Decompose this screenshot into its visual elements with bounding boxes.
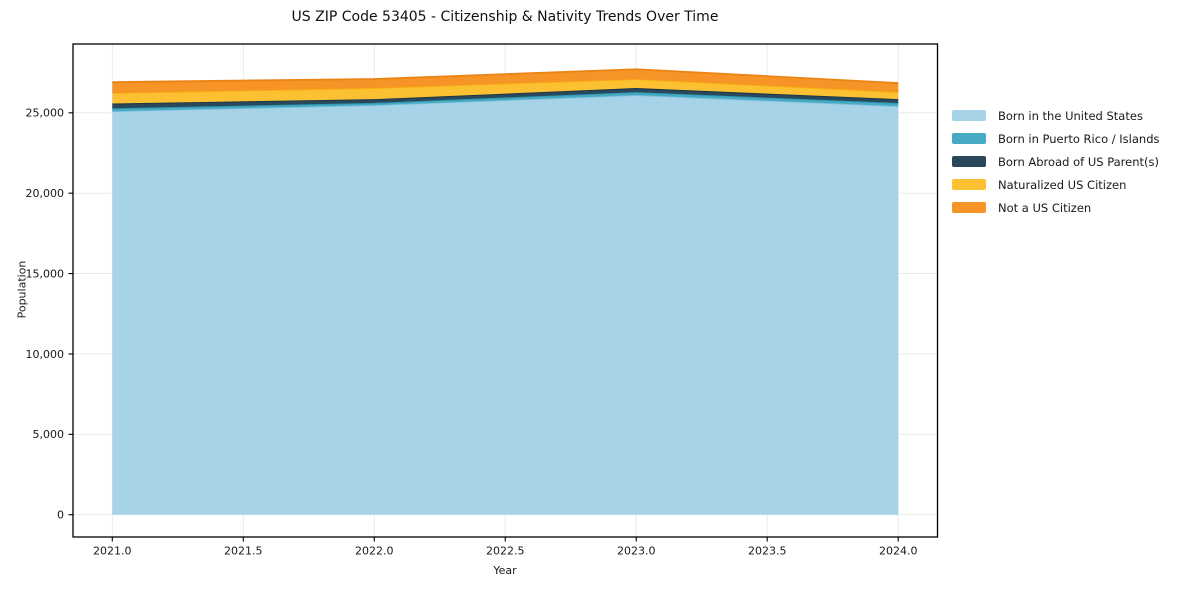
x-tick-label: 2022.0 bbox=[355, 545, 394, 558]
legend-label: Not a US Citizen bbox=[998, 200, 1092, 215]
legend: Born in the United States Born in Puerto … bbox=[952, 104, 1160, 219]
x-tick-label: 2021.0 bbox=[93, 545, 132, 558]
legend-swatch bbox=[952, 110, 986, 121]
legend-item: Not a US Citizen bbox=[952, 196, 1160, 219]
legend-label: Born Abroad of US Parent(s) bbox=[998, 154, 1159, 169]
area-naturalized-us-citizen bbox=[112, 79, 899, 104]
y-tick-label: 25,000 bbox=[26, 107, 65, 120]
legend-swatch bbox=[952, 133, 986, 144]
x-tick-label: 2024.0 bbox=[879, 545, 918, 558]
area-born-in-puerto-rico-islands bbox=[112, 92, 899, 112]
legend-label: Born in Puerto Rico / Islands bbox=[998, 131, 1160, 146]
area-born-abroad-of-us-parent-s- bbox=[112, 88, 899, 109]
legend-item: Born in the United States bbox=[952, 104, 1160, 127]
y-axis-label: Population bbox=[15, 260, 29, 319]
edge-line-not-a-us-citizen bbox=[112, 68, 899, 84]
area-not-a-us-citizen bbox=[112, 69, 899, 94]
legend-item: Naturalized US Citizen bbox=[952, 173, 1160, 196]
y-tick-label: 10,000 bbox=[26, 348, 65, 361]
y-tick-label: 20,000 bbox=[26, 187, 65, 200]
legend-item: Born Abroad of US Parent(s) bbox=[952, 150, 1160, 173]
x-axis-label: Year bbox=[493, 564, 517, 577]
legend-swatch bbox=[952, 179, 986, 190]
legend-label: Born in the United States bbox=[998, 108, 1143, 123]
legend-label: Naturalized US Citizen bbox=[998, 177, 1127, 192]
y-tick-label: 0 bbox=[57, 509, 64, 522]
x-tick-label: 2023.5 bbox=[748, 545, 787, 558]
x-tick-label: 2022.5 bbox=[486, 545, 525, 558]
legend-swatch bbox=[952, 156, 986, 167]
y-tick-label: 5,000 bbox=[33, 428, 65, 441]
legend-swatch bbox=[952, 202, 986, 213]
y-tick-label: 15,000 bbox=[26, 267, 65, 280]
x-tick-label: 2021.5 bbox=[224, 545, 263, 558]
x-tick-label: 2023.0 bbox=[617, 545, 656, 558]
chart-title: US ZIP Code 53405 - Citizenship & Nativi… bbox=[291, 9, 719, 25]
legend-item: Born in Puerto Rico / Islands bbox=[952, 127, 1160, 150]
area-born-in-the-united-states bbox=[112, 95, 899, 515]
